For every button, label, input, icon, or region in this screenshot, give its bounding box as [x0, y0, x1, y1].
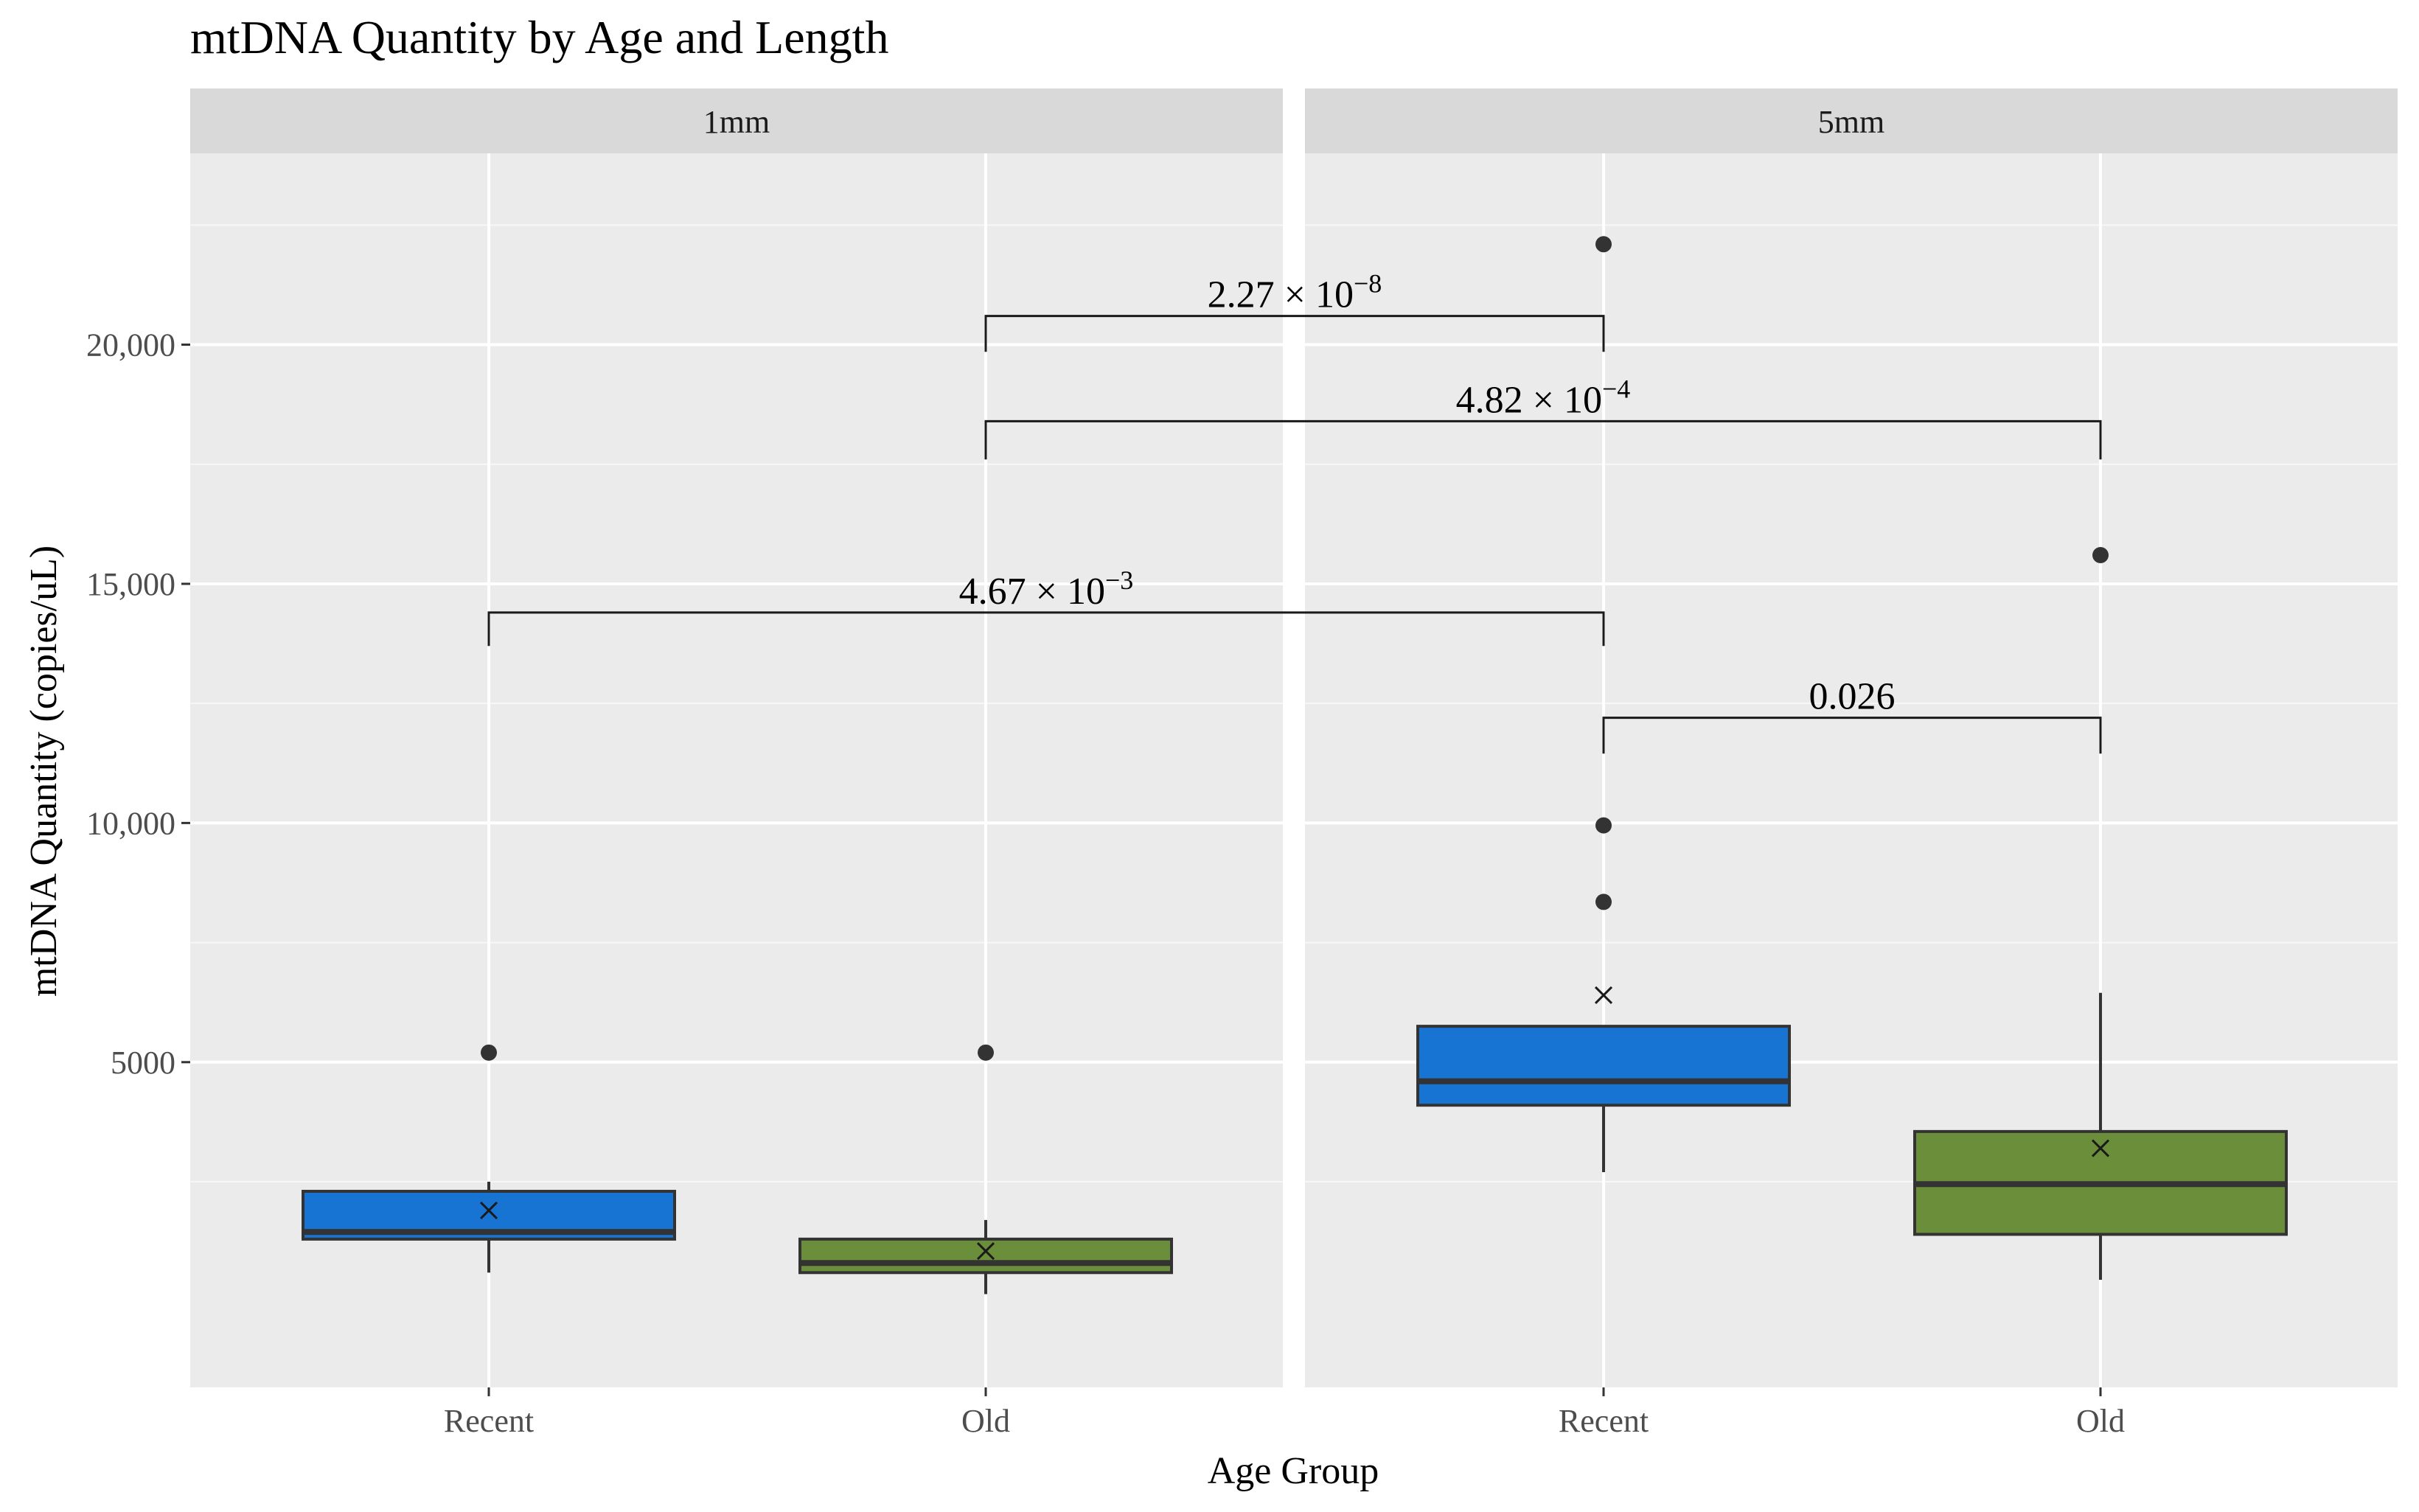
significance-bracket: 0.026 — [1602, 676, 2102, 754]
facet-strip-label: 1mm — [703, 104, 770, 140]
box-1mm-old — [798, 1044, 1173, 1295]
significance-bracket: 4.82 × 10−4 — [984, 374, 2102, 460]
box-5mm-old — [1913, 547, 2288, 1281]
x-axis-label: Age Group — [1208, 1450, 1379, 1492]
p-value-exponent: −8 — [1354, 269, 1382, 299]
p-value-label: 4.67 × 10−3 — [959, 565, 1134, 613]
outlier-point — [1595, 817, 1612, 834]
y-axis-label: mtDNA Quantity (copies/uL) — [23, 546, 65, 997]
y-tick-label: 5000 — [111, 1045, 175, 1081]
iqr-box — [798, 1237, 1173, 1275]
facet-strip — [1305, 88, 2398, 153]
p-value-mantissa: 4.82 × 10 — [1456, 379, 1602, 421]
outlier-point — [1595, 893, 1612, 910]
p-value-mantissa: 4.67 × 10 — [959, 571, 1105, 613]
facet-panel-1mm: 1mm Recent Old — [190, 88, 1283, 1439]
y-tick-label: 15,000 — [86, 566, 175, 602]
p-value-exponent: −3 — [1105, 565, 1133, 595]
mean-marker — [976, 1242, 995, 1261]
mean-marker-stroke — [2091, 1139, 2110, 1157]
bracket-line — [984, 419, 2102, 460]
p-value-exponent: −4 — [1602, 374, 1630, 403]
x-tick-label: Recent — [1559, 1403, 1649, 1439]
p-value-mantissa: 2.27 × 10 — [1208, 274, 1354, 316]
y-tick-label: 20,000 — [86, 327, 175, 363]
y-axis: 5000 10,000 15,000 20,000 — [86, 327, 190, 1081]
significance-bracket: 2.27 × 10−8 — [984, 269, 1605, 352]
bracket-line — [984, 315, 1605, 352]
mean-marker-stroke — [479, 1201, 498, 1219]
facet-strip-label: 5mm — [1818, 104, 1884, 140]
outlier-point — [481, 1044, 497, 1061]
mean-marker — [479, 1201, 498, 1219]
p-value-label: 4.82 × 10−4 — [1456, 374, 1631, 421]
mean-marker-stroke — [976, 1242, 995, 1261]
annotations-layer: 2.27 × 10−8 4.82 × 10−4 4.67 × 10−3 0.026 — [487, 269, 2102, 754]
p-value-mantissa: 0.026 — [1809, 676, 1896, 718]
mean-marker — [2091, 1139, 2110, 1157]
outlier-point — [1595, 236, 1612, 253]
p-value-label: 0.026 — [1809, 676, 1896, 718]
box-5mm-recent — [1416, 236, 1791, 1173]
mean-marker — [1594, 986, 1613, 1005]
panels-layer: 1mm Recent Old 5mm Recent Old — [190, 88, 2398, 1439]
bracket-line — [487, 611, 1605, 647]
bracket-line — [1602, 717, 2102, 754]
facet-panel-5mm: 5mm Recent Old — [1305, 88, 2398, 1439]
x-tick-label: Recent — [444, 1403, 534, 1439]
x-tick-label: Old — [961, 1403, 1010, 1439]
mean-marker-stroke — [1594, 986, 1613, 1005]
y-tick-label: 10,000 — [86, 805, 175, 841]
p-value-label: 2.27 × 10−8 — [1208, 269, 1382, 316]
box-1mm-recent — [302, 1044, 676, 1273]
x-tick-label: Old — [2076, 1403, 2125, 1439]
outlier-point — [978, 1044, 994, 1061]
chart-title: mtDNA Quantity by Age and Length — [190, 11, 888, 63]
iqr-box — [1416, 1025, 1791, 1107]
facet-strip — [190, 88, 1283, 153]
significance-bracket: 4.67 × 10−3 — [487, 565, 1605, 647]
outlier-point — [2092, 547, 2109, 564]
